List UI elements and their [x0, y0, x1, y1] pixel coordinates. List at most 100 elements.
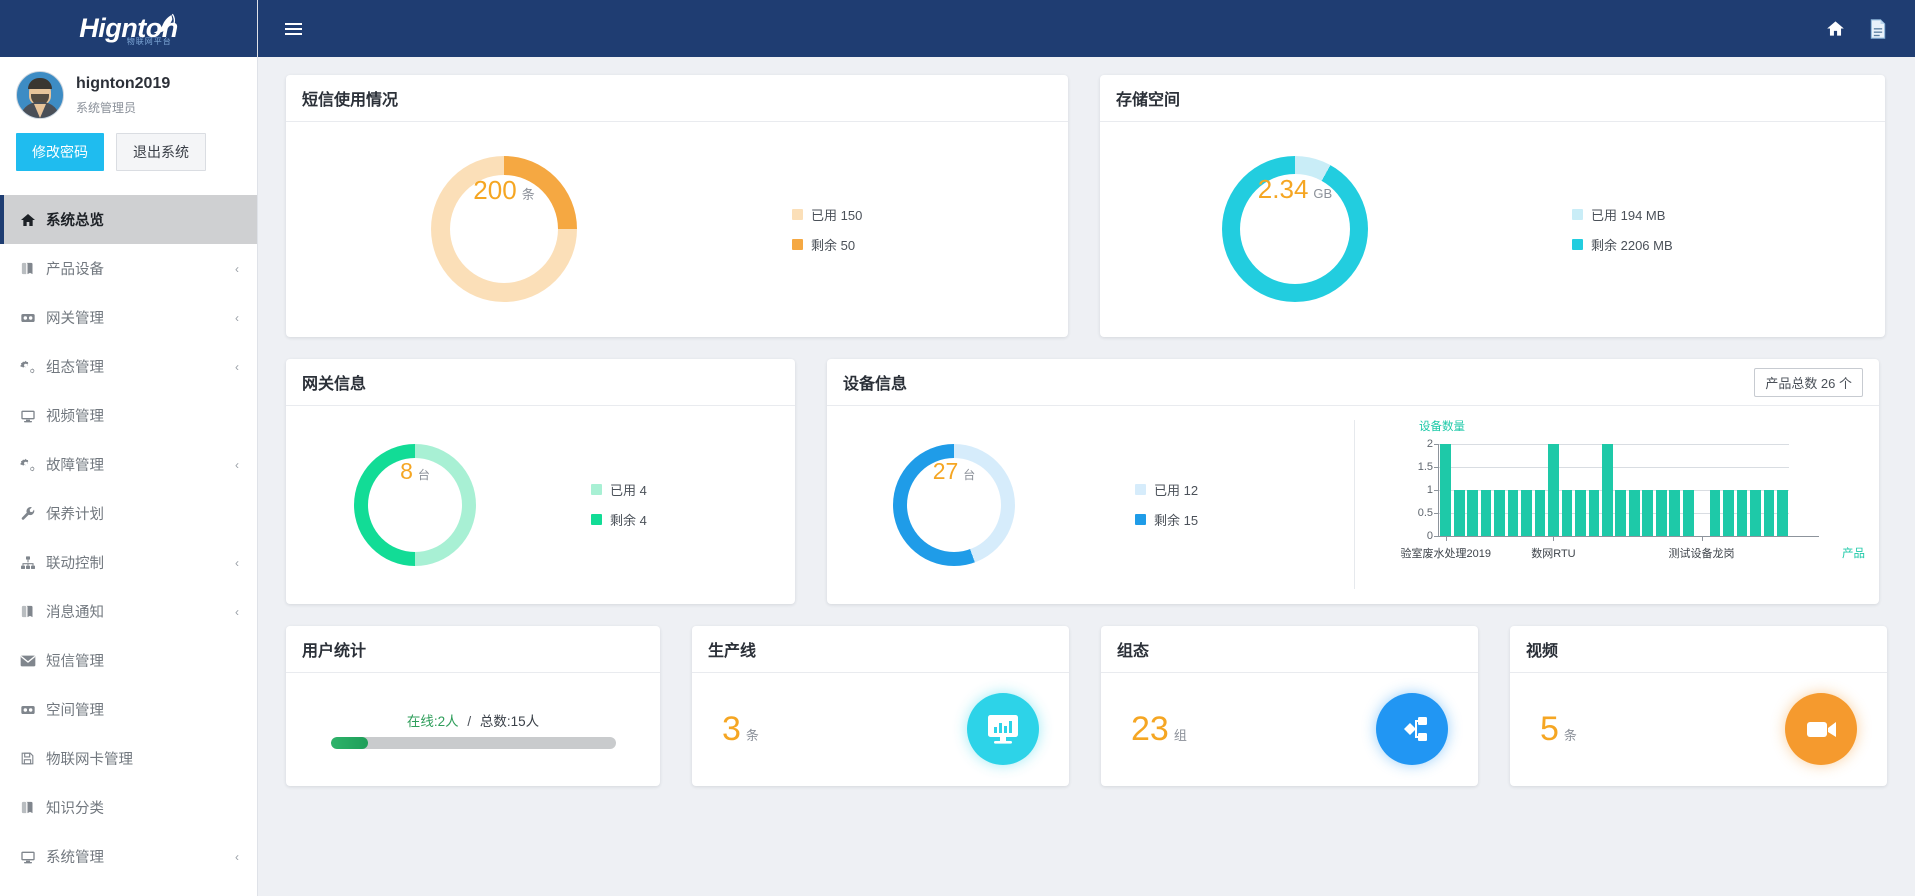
- product-total-badge[interactable]: 产品总数 26 个: [1754, 367, 1863, 397]
- chart-bar: [1480, 490, 1492, 536]
- card-storage-title: 存储空间: [1100, 75, 1885, 122]
- topbar: [258, 0, 1915, 57]
- card-users-title: 用户统计: [286, 626, 660, 673]
- sidebar-item-7[interactable]: 联动控制 ‹: [0, 538, 257, 587]
- chart-bar: [1453, 490, 1465, 536]
- wrench-icon: [20, 506, 46, 522]
- book-icon: [20, 261, 46, 276]
- chart-x-tick-label: 测试设备龙岗: [1668, 548, 1735, 560]
- sidebar-item-5[interactable]: 故障管理 ‹: [0, 440, 257, 489]
- gateway-icon: [20, 702, 46, 718]
- legend-label: 已用 12: [1154, 483, 1199, 498]
- sidebar-item-6[interactable]: 保养计划: [0, 489, 257, 538]
- storage-donut-chart: 2.34 GB: [1222, 156, 1368, 302]
- card-video-title: 视频: [1510, 626, 1887, 673]
- sms-legend-item: 已用 150: [792, 205, 862, 224]
- card-video: 视频 5 条: [1510, 626, 1887, 786]
- chevron-left-icon: ‹: [235, 359, 239, 374]
- legend-label: 剩余 50: [811, 237, 856, 253]
- configuration-unit: 组: [1173, 728, 1187, 743]
- chart-bar: [1736, 490, 1748, 536]
- gateway-legend-item: 剩余 4: [591, 510, 647, 529]
- sms-legend-item: 剩余 50: [792, 235, 862, 254]
- change-password-button[interactable]: 修改密码: [16, 133, 104, 171]
- sidebar-item-9[interactable]: 短信管理: [0, 636, 257, 685]
- video-value: 5: [1540, 710, 1559, 748]
- user-role: 系统管理员: [76, 101, 137, 115]
- brand-logo[interactable]: Hignton 物联网平台: [0, 0, 257, 57]
- document-icon[interactable]: [1869, 18, 1887, 39]
- sidebar-item-3[interactable]: 组态管理 ‹: [0, 342, 257, 391]
- chart-x-axis-label: 产品: [1842, 548, 1865, 560]
- chart-bar: [1440, 444, 1452, 536]
- chart-y-axis: [1438, 444, 1439, 536]
- user-stats-body: 在线:2人 / 总数:15人: [330, 710, 616, 749]
- gateway-donut-chart: 8 台: [354, 443, 476, 566]
- chart-x-axis: [1438, 536, 1819, 537]
- chart-bar: [1709, 490, 1721, 536]
- legend-label: 已用 4: [610, 483, 647, 498]
- chart-bar: [1602, 444, 1613, 536]
- logout-button[interactable]: 退出系统: [116, 133, 206, 171]
- sidebar-item-label: 网关管理: [46, 311, 104, 327]
- storage-legend: 已用 194 MB 剩余 2206 MB: [1572, 205, 1673, 254]
- chart-bar: [1628, 490, 1640, 536]
- row-middle: 网关信息 8 台 已用 4 剩余 4 设: [286, 359, 1887, 604]
- chart-bar: [1507, 490, 1519, 536]
- chart-gridline: [1439, 513, 1789, 514]
- legend-swatch: [1572, 238, 1583, 250]
- production-value: 3: [722, 710, 741, 748]
- card-production-title: 生产线: [692, 626, 1069, 673]
- chart-y-tickmark: [1434, 490, 1439, 491]
- chevron-left-icon: ‹: [235, 310, 239, 325]
- sidebar-item-13[interactable]: 系统管理 ‹: [0, 832, 257, 881]
- legend-label: 已用 150: [811, 207, 863, 223]
- home-icon[interactable]: [1826, 19, 1845, 38]
- avatar: [16, 71, 64, 119]
- sidebar-item-10[interactable]: 空间管理: [0, 685, 257, 734]
- sidebar-item-4[interactable]: 视频管理: [0, 391, 257, 440]
- sidebar-item-12[interactable]: 知识分类: [0, 783, 257, 832]
- sidebar-item-8[interactable]: 消息通知 ‹: [0, 587, 257, 636]
- chart-y-tickmark: [1434, 444, 1439, 445]
- book-icon: [20, 604, 46, 619]
- sidebar-item-2[interactable]: 网关管理 ‹: [0, 293, 257, 342]
- sidebar-item-label: 空间管理: [46, 703, 104, 719]
- gears-icon: [20, 359, 46, 375]
- envelope-icon: [20, 654, 46, 668]
- legend-label: 剩余 2206 MB: [1591, 237, 1673, 253]
- monitor-icon: [20, 849, 46, 865]
- chart-y-tick: 1.5: [1417, 461, 1433, 473]
- legend-label: 剩余 15: [1154, 513, 1199, 528]
- book-icon: [20, 800, 46, 815]
- profile-panel: hignton2019 系统管理员 修改密码 退出系统: [0, 57, 257, 183]
- total-users-label: 总数:15人: [479, 713, 540, 729]
- chart-bar: [1655, 490, 1667, 536]
- brand-sub: 物联网平台: [126, 37, 172, 46]
- sidebar-item-label: 系统总览: [46, 213, 104, 229]
- legend-label: 已用 194 MB: [1591, 207, 1666, 223]
- sidebar-item-0[interactable]: 系统总览: [0, 195, 257, 244]
- legend-swatch: [591, 484, 602, 495]
- chevron-left-icon: ‹: [235, 604, 239, 619]
- device-divider: [1354, 420, 1355, 589]
- chart-bars: [1439, 444, 1789, 536]
- chart-bar: [1615, 490, 1627, 536]
- save-icon: [20, 751, 46, 766]
- hamburger-icon[interactable]: [280, 18, 307, 40]
- sidebar-item-11[interactable]: 物联网卡管理: [0, 734, 257, 783]
- video-unit: 条: [1563, 728, 1577, 743]
- chevron-left-icon: ‹: [235, 457, 239, 472]
- device-legend-item: 剩余 15: [1135, 510, 1198, 529]
- sitemap-icon: [1376, 693, 1448, 765]
- device-legend-item: 已用 12: [1135, 480, 1198, 499]
- sms-center-unit: 条: [521, 187, 535, 202]
- chart-y-tick: 1: [1426, 484, 1433, 496]
- dashboard-content: 短信使用情况 200 条 已用 150 剩余 50 存储空间: [258, 57, 1915, 896]
- sidebar-item-1[interactable]: 产品设备 ‹: [0, 244, 257, 293]
- chevron-left-icon: ‹: [235, 849, 239, 864]
- user-progress-fill: [330, 736, 368, 749]
- sidebar-item-label: 系统管理: [46, 850, 104, 866]
- card-storage: 存储空间 2.34 GB 已用 194 MB 剩余 2206 MB: [1100, 75, 1885, 337]
